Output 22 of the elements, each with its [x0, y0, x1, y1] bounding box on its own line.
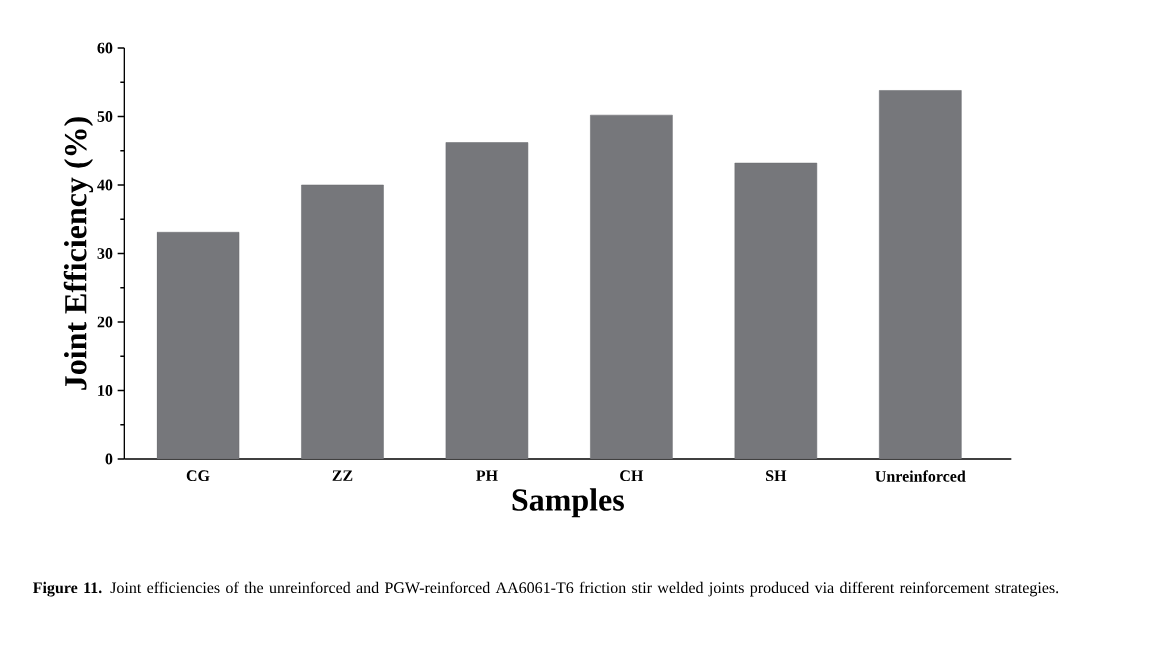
- y-tick-label: 50: [97, 111, 113, 122]
- x-tick-label: SH: [766, 470, 787, 482]
- y-axis-title: Joint Efficiency (%): [63, 117, 94, 390]
- y-tick-label: 0: [105, 453, 113, 465]
- x-tick-label: CH: [620, 470, 644, 482]
- y-tick-label: 60: [97, 42, 113, 54]
- bar: [879, 90, 962, 459]
- bar: [301, 184, 384, 459]
- y-tick-label: 40: [97, 179, 113, 191]
- bar: [156, 232, 240, 459]
- x-tick-label: PH: [476, 470, 498, 481]
- text: Figure 11. Joint efficiencies of the unreinforced and PGW-reinforced AA6061-T6 friction stir welded joints produced via different reinforcement strategies.: [32, 581, 1059, 597]
- bar: [590, 114, 673, 459]
- bar: [445, 142, 529, 459]
- bar: [734, 162, 818, 459]
- y-tick-label: 30: [97, 248, 113, 259]
- y-tick-label: 20: [97, 316, 113, 328]
- x-tick-label: Unreinforced: [875, 470, 966, 482]
- x-tick-label: ZZ: [332, 470, 353, 481]
- y-tick-label: 10: [98, 385, 113, 396]
- x-tick-label: CG: [186, 470, 210, 482]
- x-axis-title: Samples: [512, 488, 624, 518]
